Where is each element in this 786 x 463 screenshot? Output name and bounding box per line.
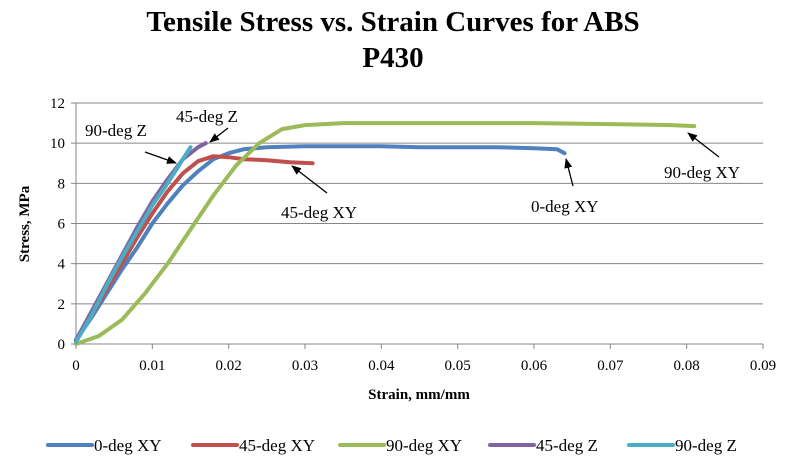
y-tick-label: 6 — [58, 217, 66, 233]
annotation-label-90-deg-z: 90-deg Z — [85, 121, 147, 140]
x-tick-label: 0.09 — [750, 358, 776, 374]
annotation-label-45-deg-xy: 45-deg XY — [281, 203, 357, 222]
y-tick-label: 2 — [58, 297, 66, 313]
legend-label-90-deg-xy: 90-deg XY — [386, 436, 462, 455]
legend-label-90-deg-z: 90-deg Z — [675, 436, 737, 455]
series-line-90-deg-xy — [74, 121, 697, 346]
chart-title-line2: P430 — [362, 42, 424, 74]
x-tick-label: 0.06 — [521, 358, 548, 374]
y-tick-label: 12 — [50, 96, 65, 112]
y-tick-label: 4 — [58, 257, 66, 273]
x-tick-label: 0.01 — [139, 358, 165, 374]
annotation-label-45-deg-z: 45-deg Z — [176, 107, 238, 126]
y-tick-label: 8 — [58, 176, 66, 192]
annotation-label-90-deg-xy: 90-deg XY — [664, 163, 740, 182]
series-line-90-deg-z — [74, 145, 193, 344]
annotation-arrow-45-deg-xy — [291, 165, 328, 194]
annotation-arrow-90-deg-xy — [687, 132, 720, 158]
legend-label-0-deg-xy: 0-deg XY — [94, 436, 162, 455]
legend-label-45-deg-xy: 45-deg XY — [239, 436, 315, 455]
annotation-arrow-90-deg-z — [144, 151, 177, 164]
chart-title: Tensile Stress vs. Strain Curves for ABS… — [0, 4, 786, 76]
x-tick-label: 0.04 — [368, 358, 395, 374]
series-line-0-deg-xy — [74, 144, 567, 342]
x-tick-label: 0.03 — [292, 358, 318, 374]
annotation-arrow-45-deg-z — [209, 127, 229, 143]
x-tick-label: 0.02 — [216, 358, 242, 374]
series-line-45-deg-xy — [74, 154, 315, 342]
x-tick-label: 0.05 — [445, 358, 471, 374]
x-tick-label: 0 — [72, 358, 80, 374]
annotation-label-0-deg-xy: 0-deg XY — [531, 197, 599, 216]
y-tick-label: 0 — [58, 337, 66, 353]
annotation-arrow-0-deg-xy — [564, 158, 574, 187]
legend-label-45-deg-z: 45-deg Z — [536, 436, 598, 455]
chart-title-line1: Tensile Stress vs. Strain Curves for ABS — [146, 6, 640, 38]
y-axis-label: Stress, MPa — [17, 185, 33, 262]
x-tick-label: 0.07 — [597, 358, 624, 374]
x-axis-label: Strain, mm/mm — [368, 387, 470, 403]
y-tick-label: 10 — [50, 136, 65, 152]
x-tick-label: 0.08 — [674, 358, 700, 374]
